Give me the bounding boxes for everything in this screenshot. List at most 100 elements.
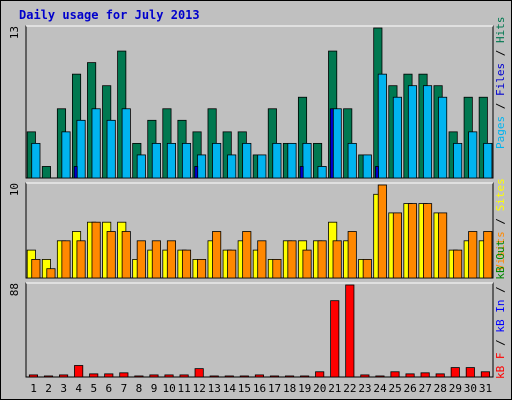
kbf-bar [134,375,144,378]
day-tick-label: 12 [193,382,206,395]
day-tick-label: 27 [419,382,432,395]
day-tick-label: 23 [358,382,371,395]
files-bar [197,154,207,179]
sites-bar [392,212,402,279]
sites-bar [31,258,41,279]
files-bar [362,154,372,179]
bottom-legend-label-word: / [494,286,507,299]
chart-title: Daily usage for July 2013 [19,8,200,22]
day-tick-label: 7 [121,382,128,395]
sites-bar [166,240,176,279]
sites-bar [453,249,463,279]
kbf-bar [149,374,159,378]
kbf-bar [330,300,340,378]
sites-bar [106,231,116,279]
middle-legend-label-word: Visits [494,231,507,271]
day-tick-label: 14 [223,382,237,395]
files-bar [76,119,86,179]
kbf-bar [450,367,460,378]
sites-bar [377,184,387,279]
day-tick-label: 2 [45,382,52,395]
top-legend-label-word: Hits [494,17,507,50]
files-bar [136,154,146,179]
kbf-bar [28,374,38,378]
kbf-bar [224,375,234,378]
files-bar [438,96,448,179]
kbf-bar [43,375,54,378]
day-tick-label: 6 [106,382,113,395]
top-legend-label-word: / [494,50,507,63]
files-bar [151,142,161,179]
kbf-bar [59,374,69,378]
hits-bar [41,166,51,179]
files-bar [212,142,222,179]
day-tick-label: 30 [464,382,477,395]
bottom-legend-label: kB F / kB In / kB Out [494,240,507,379]
day-tick-label: 16 [253,382,266,395]
sites-bar [347,231,357,279]
top-legend-label-word: / [494,103,507,116]
day-tick-label: 10 [162,382,175,395]
files-bar [392,96,402,179]
kbf-bar [104,373,114,378]
sites-bar [181,249,192,279]
top-legend-label-word: Pages [494,116,507,149]
kbf-bar [179,374,189,378]
sites-bar [438,212,448,279]
sites-bar [151,240,161,279]
files-bar [61,131,71,179]
day-tick-label: 18 [283,382,296,395]
sites-bar [332,240,342,279]
files-bar [257,154,267,179]
day-tick-label: 15 [238,382,251,395]
top-y-max-label: 13 [8,26,21,39]
pages-bar [194,166,199,179]
files-bar [287,142,297,179]
files-bar [468,131,478,179]
kbf-bar [164,374,174,378]
files-bar [121,108,131,179]
files-bar [453,142,463,179]
bottom-legend-label-word: kB In [494,300,507,340]
files-bar [181,142,192,179]
sites-bar [212,231,222,279]
middle-legend-label-word: Sites [494,178,507,218]
kbf-bar [480,371,490,378]
middle-y-max-label: 10 [8,183,21,196]
files-bar [31,142,41,179]
sites-bar [272,258,282,279]
day-tick-label: 28 [434,382,447,395]
kbf-bar [300,375,310,378]
day-tick-label: 4 [75,382,82,395]
sites-bar [76,240,86,279]
day-tick-label: 9 [151,382,158,395]
kbf-bar [375,375,385,378]
day-tick-label: 25 [388,382,401,395]
sites-bar [407,203,418,279]
kbf-bar [194,368,204,378]
sites-bar [468,231,478,279]
day-tick-label: 17 [268,382,281,395]
sites-bar [136,240,146,279]
sites-bar [91,221,101,279]
bottom-y-max-label: 88 [8,283,21,296]
files-bar [166,142,176,179]
top-legend-label: Pages / Files / Hits [494,17,507,150]
files-bar [377,73,387,179]
kbf-bar [390,371,400,378]
day-tick-label: 22 [343,382,356,395]
kbf-bar [435,373,445,378]
sites-bar [227,249,237,279]
files-bar [332,108,342,179]
files-bar [272,142,282,179]
day-tick-label: 26 [404,382,417,395]
sites-bar [197,258,207,279]
chart-panel-bottom [25,282,494,378]
pages-bar [299,166,304,179]
kbf-bar [285,375,295,378]
sites-bar [242,231,252,279]
files-bar [483,142,493,179]
files-bar [242,142,252,179]
day-tick-label: 19 [298,382,311,395]
